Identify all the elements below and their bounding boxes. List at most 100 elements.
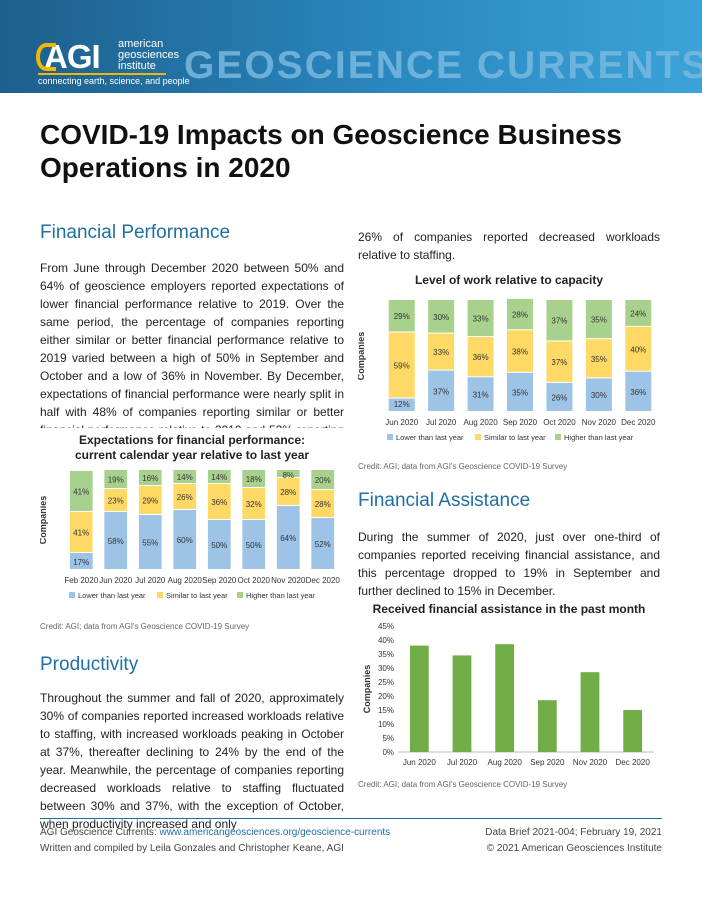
data-label: 36% [630, 388, 646, 397]
y-axis-label: Companies [358, 332, 366, 381]
legend-swatch [555, 434, 561, 440]
data-label: 35% [591, 355, 607, 364]
data-label: 60% [177, 536, 193, 545]
bar-segment [104, 489, 128, 511]
bar-segment [506, 330, 534, 372]
workload-credit: Credit: AGI; data from AGI's Geoscience … [358, 462, 568, 471]
data-label: 41% [73, 488, 89, 497]
bar [452, 655, 472, 752]
logo-underline [38, 73, 166, 75]
data-label: 64% [280, 534, 296, 543]
x-tick-label: Jul 2020 [135, 576, 166, 585]
legend-label: Higher than last year [564, 433, 634, 442]
logo-word-3: institute [118, 60, 156, 72]
bar-segment [69, 553, 93, 569]
chart-title: Level of work relative to capacity [415, 273, 603, 287]
financial-assistance-heading: Financial Assistance [358, 490, 531, 511]
y-tick-label: 10% [378, 720, 394, 729]
x-tick-label: Jun 2020 [99, 576, 132, 585]
data-label: 31% [473, 391, 489, 400]
data-label: 58% [108, 537, 124, 546]
bar-segment [311, 470, 335, 489]
logo-swoosh-icon [36, 43, 56, 71]
x-tick-label: Dec 2020 [621, 418, 656, 427]
bar-segment [173, 484, 197, 509]
legend-label: Similar to last year [484, 433, 546, 442]
footer-left: AGI Geoscience Currents: www.americangeo… [40, 825, 390, 857]
bar-segment [138, 515, 162, 569]
x-tick-label: Sep 2020 [503, 418, 538, 427]
data-label: 26% [551, 393, 567, 402]
data-label: 50% [246, 541, 262, 550]
bar [495, 644, 515, 752]
data-label: 59% [394, 362, 410, 371]
data-label: 18% [246, 475, 262, 484]
x-tick-label: Feb 2020 [64, 576, 98, 585]
data-label: 33% [433, 348, 449, 357]
y-tick-label: 5% [382, 734, 394, 743]
x-tick-label: Aug 2020 [168, 576, 203, 585]
bar-segment [388, 300, 415, 332]
data-label: 17% [73, 558, 89, 567]
bar-segment [104, 512, 128, 569]
legend-swatch [387, 434, 393, 440]
bar-segment [104, 470, 128, 488]
data-label: 35% [512, 388, 528, 397]
logo-tagline: connecting earth, science, and people [38, 76, 190, 86]
data-label: 28% [512, 311, 528, 320]
chart-title: current calendar year relative to last y… [75, 448, 309, 462]
y-tick-label: 25% [378, 678, 394, 687]
data-label: 23% [108, 497, 124, 506]
x-tick-label: Jun 2020 [403, 758, 436, 767]
y-tick-label: 15% [378, 706, 394, 715]
footer-copyright: © 2021 American Geosciences Institute [486, 843, 662, 854]
bar-segment [207, 484, 231, 519]
workload-chart: Level of work relative to capacity Compan… [358, 268, 660, 454]
data-label: 37% [551, 317, 567, 326]
bar-segment [173, 510, 197, 569]
y-tick-label: 0% [382, 748, 394, 757]
bar [580, 672, 600, 752]
bar-segment [69, 471, 93, 511]
bar-segment [546, 382, 573, 411]
footer-url-link[interactable]: www.americangeosciences.org/geoscience-c… [159, 827, 391, 838]
data-label: 40% [630, 345, 646, 354]
bar-segment [625, 300, 652, 326]
x-tick-label: Nov 2020 [582, 418, 617, 427]
chart-svg-0: Expectations for financial performance:c… [40, 428, 344, 610]
y-tick-label: 35% [378, 650, 394, 659]
data-label: 52% [315, 540, 331, 549]
data-label: 50% [211, 541, 227, 550]
chart-title: Expectations for financial performance: [79, 433, 305, 447]
bar-segment [546, 341, 573, 382]
data-label: 20% [315, 476, 331, 485]
bar-segment [242, 520, 266, 569]
bar-segment [467, 377, 494, 411]
data-label: 41% [73, 529, 89, 538]
data-label: 24% [630, 309, 646, 318]
x-tick-label: Jun 2020 [385, 418, 418, 427]
bar [623, 710, 643, 752]
data-label: 55% [142, 539, 158, 548]
x-tick-label: Jul 2020 [447, 758, 478, 767]
y-axis-label: Companies [40, 496, 48, 545]
financial-assistance-body: During the summer of 2020, just over one… [358, 530, 660, 598]
banner-title: GEOSCIENCE CURRENTS [184, 44, 702, 87]
page-title: COVID-19 Impacts on Geoscience Business … [40, 119, 622, 183]
x-tick-label: Dec 2020 [616, 758, 651, 767]
logo-mark: AGI [36, 39, 114, 75]
bar-segment [585, 378, 612, 411]
legend-label: Similar to last year [166, 591, 228, 600]
footer-right: Data Brief 2021-004; February 19, 2021 ©… [485, 825, 662, 857]
bar-segment [138, 486, 162, 514]
y-tick-label: 30% [378, 664, 394, 673]
financial-performance-credit: Credit: AGI; data from AGI's Geoscience … [40, 622, 250, 631]
footer-brief: Data Brief 2021-004; February 19, 2021 [485, 827, 662, 838]
chart-svg-1: Level of work relative to capacity Compan… [358, 268, 660, 454]
financial-performance-chart: Expectations for financial performance: c… [40, 428, 344, 610]
y-tick-label: 45% [378, 622, 394, 631]
bar-segment [242, 470, 266, 487]
x-tick-label: Oct 2020 [543, 418, 576, 427]
data-label: 29% [142, 497, 158, 506]
bar-segment [625, 371, 652, 411]
